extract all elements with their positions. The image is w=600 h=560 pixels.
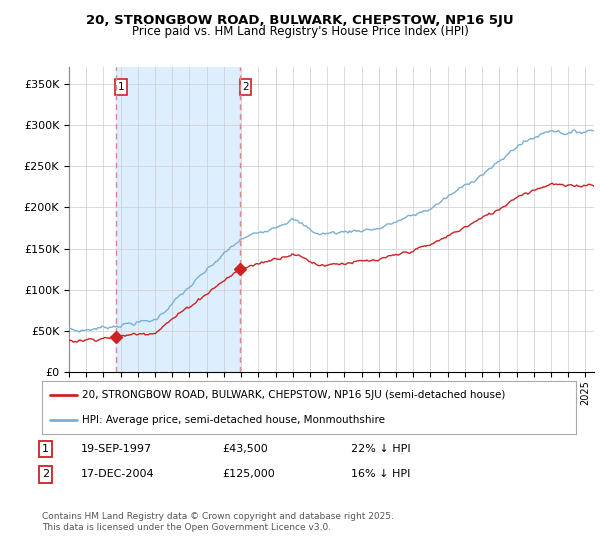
Text: 19-SEP-1997: 19-SEP-1997 [81, 444, 152, 454]
Bar [116, 67, 241, 372]
Text: 2: 2 [42, 469, 49, 479]
Text: £43,500: £43,500 [222, 444, 268, 454]
Text: 16% ↓ HPI: 16% ↓ HPI [351, 469, 410, 479]
Text: Contains HM Land Registry data © Crown copyright and database right 2025.
This d: Contains HM Land Registry data © Crown c… [42, 512, 394, 532]
Text: Price paid vs. HM Land Registry's House Price Index (HPI): Price paid vs. HM Land Registry's House … [131, 25, 469, 38]
Text: 20, STRONGBOW ROAD, BULWARK, CHEPSTOW, NP16 5JU: 20, STRONGBOW ROAD, BULWARK, CHEPSTOW, N… [86, 14, 514, 27]
Text: 17-DEC-2004: 17-DEC-2004 [81, 469, 155, 479]
Text: 22% ↓ HPI: 22% ↓ HPI [351, 444, 410, 454]
Text: 1: 1 [42, 444, 49, 454]
Text: 2: 2 [242, 82, 249, 92]
Text: 20, STRONGBOW ROAD, BULWARK, CHEPSTOW, NP16 5JU (semi-detached house): 20, STRONGBOW ROAD, BULWARK, CHEPSTOW, N… [82, 390, 505, 400]
Text: HPI: Average price, semi-detached house, Monmouthshire: HPI: Average price, semi-detached house,… [82, 414, 385, 424]
Text: 1: 1 [118, 82, 124, 92]
Text: £125,000: £125,000 [222, 469, 275, 479]
